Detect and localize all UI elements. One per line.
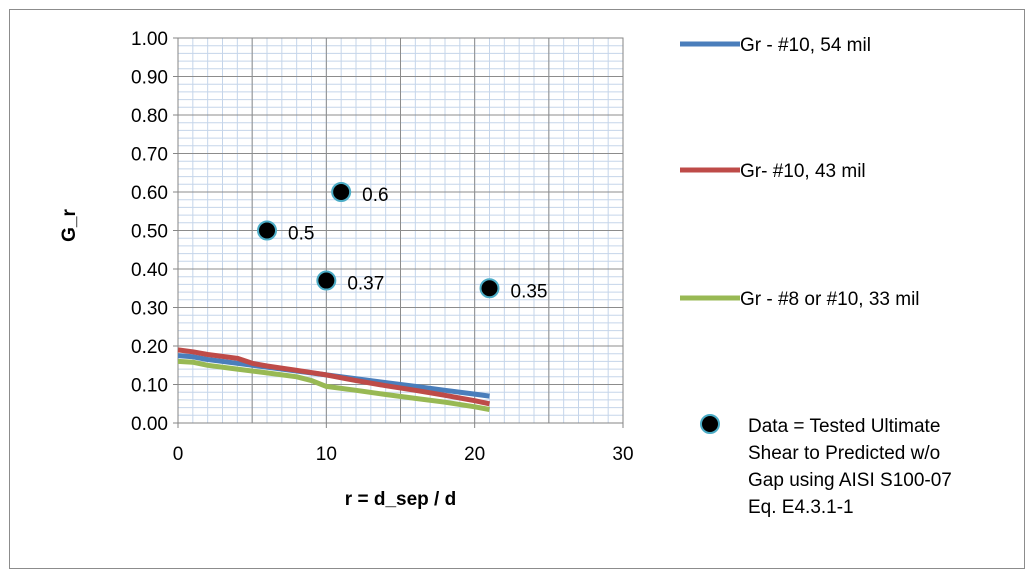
- y-tick-label: 0.00: [131, 414, 168, 435]
- scatter-point: [331, 182, 352, 202]
- x-tick-label: 0: [173, 444, 184, 465]
- legend-marker-data: [700, 414, 720, 434]
- scatter-point: [257, 220, 277, 241]
- data-label: 0.5: [288, 224, 314, 245]
- series-line-3: [177, 358, 490, 412]
- data-label: 0.37: [347, 274, 384, 295]
- series-lines: [177, 347, 491, 412]
- scatter-points: 0.5 0.6 0.37 0.35: [257, 182, 548, 302]
- x-tick-label: 20: [464, 444, 485, 465]
- legend-label-data-line: Eq. E4.3.1-1: [748, 497, 854, 518]
- x-axis-title: r = d_sep / d: [345, 489, 456, 510]
- data-label: 0.6: [362, 185, 388, 206]
- legend-label-data-line: Gap using AISI S100-07: [748, 470, 952, 491]
- x-axis-ticks: 0 10 20 30: [173, 423, 634, 465]
- y-tick-label: 0.50: [131, 222, 168, 243]
- scatter-point: [479, 278, 500, 299]
- scatter-point: [316, 270, 337, 291]
- x-tick-label: 10: [316, 444, 337, 465]
- y-axis-title: G_r: [59, 209, 80, 242]
- legend-label-2: Gr- #10, 43 mil: [740, 161, 866, 182]
- y-tick-label: 0.30: [131, 299, 168, 320]
- legend-label-1: Gr - #10, 54 mil: [740, 35, 871, 56]
- legend: Gr - #10, 54 mil Gr- #10, 43 mil Gr - #8 o…: [680, 35, 952, 518]
- series-line-2: [177, 347, 491, 407]
- y-tick-label: 0.40: [131, 260, 168, 281]
- y-tick-label: 0.10: [131, 376, 168, 397]
- y-tick-label: 1.00: [131, 29, 168, 50]
- data-label: 0.35: [511, 281, 548, 302]
- y-tick-label: 0.60: [131, 183, 168, 204]
- y-tick-label: 0.70: [131, 145, 168, 166]
- y-tick-label: 0.80: [131, 106, 168, 127]
- legend-label-data-line: Data = Tested Ultimate: [748, 416, 940, 437]
- y-axis-ticks: 0.00 0.10 0.20 0.30 0.40 0.50 0.60 0.70 0.80 0.90…: [131, 29, 178, 435]
- legend-label-data-line: Shear to Predicted w/o: [748, 443, 940, 464]
- legend-label-3: Gr - #8 or #10, 33 mil: [740, 289, 920, 310]
- y-tick-label: 0.90: [131, 68, 168, 89]
- x-tick-label: 30: [612, 444, 633, 465]
- y-tick-label: 0.20: [131, 337, 168, 358]
